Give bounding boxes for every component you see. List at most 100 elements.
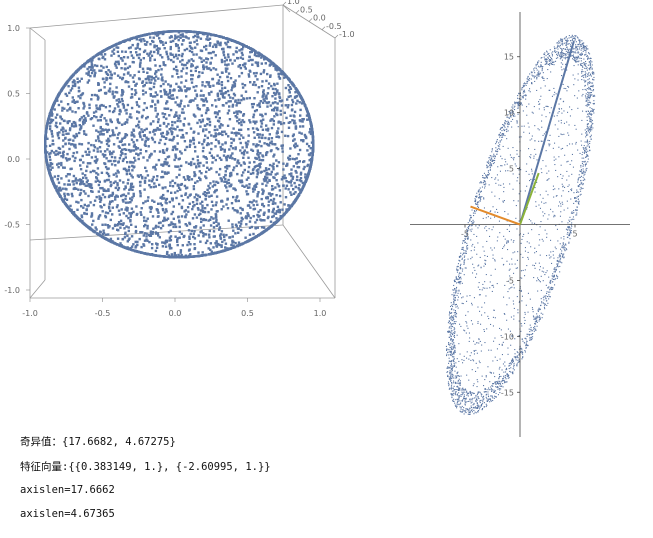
sphere-point (253, 188, 256, 191)
sphere-point (183, 255, 186, 259)
sphere-point (199, 94, 202, 97)
sphere-point (210, 250, 213, 253)
sphere-point (277, 218, 280, 222)
sphere-point (281, 150, 284, 153)
sphere-point (137, 105, 141, 108)
sphere-point (237, 98, 240, 102)
sphere-point (243, 149, 246, 152)
sphere-point (174, 155, 177, 158)
sphere-point (114, 180, 117, 183)
sphere-point (103, 179, 107, 182)
sphere-point (178, 114, 181, 117)
sphere-point (166, 107, 170, 110)
sphere-point (135, 205, 138, 208)
sphere-point (141, 130, 144, 133)
sphere-point (264, 167, 268, 170)
sphere-point (228, 156, 232, 159)
sphere-point (261, 80, 264, 83)
sphere-point (71, 100, 74, 103)
sphere-point (253, 109, 257, 113)
sphere-point (269, 225, 273, 228)
sphere-point (204, 241, 208, 245)
sphere-point (116, 42, 119, 45)
sphere-point (161, 170, 164, 173)
sphere-point (163, 160, 166, 164)
sphere-point (207, 247, 210, 250)
sphere-point (227, 63, 230, 66)
sphere-point (214, 68, 218, 71)
sphere-point (205, 81, 208, 84)
sphere-point (115, 126, 118, 130)
sphere-point (267, 173, 270, 176)
sphere-point (107, 174, 111, 178)
sphere-point (271, 185, 274, 188)
sphere-point (170, 35, 173, 38)
box-edge (282, 224, 336, 299)
sphere-point (94, 155, 97, 159)
sphere-3d-plot[interactable]: -1.0 -0.5 0.0 0.5 1.01.00.50.0-0.5-1.01.00.5… (0, 0, 360, 340)
sphere-point (281, 99, 284, 102)
sphere-point (140, 213, 143, 216)
sphere-point (275, 90, 279, 93)
sphere-point (222, 92, 225, 96)
sphere-point (132, 56, 135, 60)
sphere-point (152, 95, 155, 98)
sphere-point (116, 136, 119, 140)
sphere-point (177, 253, 180, 257)
sphere-point (110, 152, 114, 155)
sphere-point (99, 126, 102, 130)
sphere-point (173, 181, 177, 185)
sphere-point (288, 207, 291, 210)
sphere-point (207, 143, 210, 146)
sphere-point (101, 128, 104, 131)
sphere-point (176, 243, 179, 247)
sphere-point (143, 188, 146, 191)
sphere-point (50, 114, 54, 117)
sphere-point (218, 116, 221, 120)
sphere-point (97, 89, 101, 92)
sphere-point (231, 152, 234, 155)
sphere-point (188, 143, 192, 147)
sphere-point (220, 230, 224, 233)
sphere-point (199, 120, 203, 124)
sphere-point (171, 30, 175, 33)
sphere-point (186, 175, 189, 178)
sphere-point (256, 78, 259, 81)
sphere-point (105, 189, 108, 193)
sphere-point (114, 242, 117, 245)
sphere-point (263, 99, 266, 102)
sphere-point (262, 178, 266, 181)
sphere-point (270, 118, 273, 121)
sphere-point (293, 110, 297, 114)
sphere-point (181, 133, 185, 137)
sphere-point (256, 213, 259, 217)
sphere-point (113, 241, 116, 245)
sphere-point (170, 130, 173, 133)
sphere-point (194, 181, 197, 184)
sphere-point (90, 93, 94, 97)
sphere-point (234, 223, 238, 226)
sphere-point (78, 124, 81, 127)
sphere-point (59, 115, 62, 118)
sphere-point (242, 114, 245, 117)
sphere-point (140, 128, 143, 131)
sphere-point (105, 65, 108, 69)
sphere-point (167, 57, 170, 61)
sphere-point (181, 67, 185, 70)
sphere-point (111, 227, 115, 230)
sphere-point (286, 164, 289, 167)
sphere-point (112, 44, 115, 48)
sphere-point (115, 99, 118, 102)
sphere-point (144, 33, 147, 37)
sphere-point (48, 114, 51, 117)
sphere-point (121, 223, 125, 226)
sphere-point (45, 157, 48, 160)
sphere-point (111, 92, 114, 96)
sphere-point (172, 89, 175, 92)
sphere-point (117, 62, 120, 66)
sphere-point (127, 201, 130, 204)
sphere-point (273, 153, 276, 156)
sphere-point (219, 145, 222, 149)
sphere-point (149, 56, 152, 60)
sphere-point (96, 119, 100, 122)
